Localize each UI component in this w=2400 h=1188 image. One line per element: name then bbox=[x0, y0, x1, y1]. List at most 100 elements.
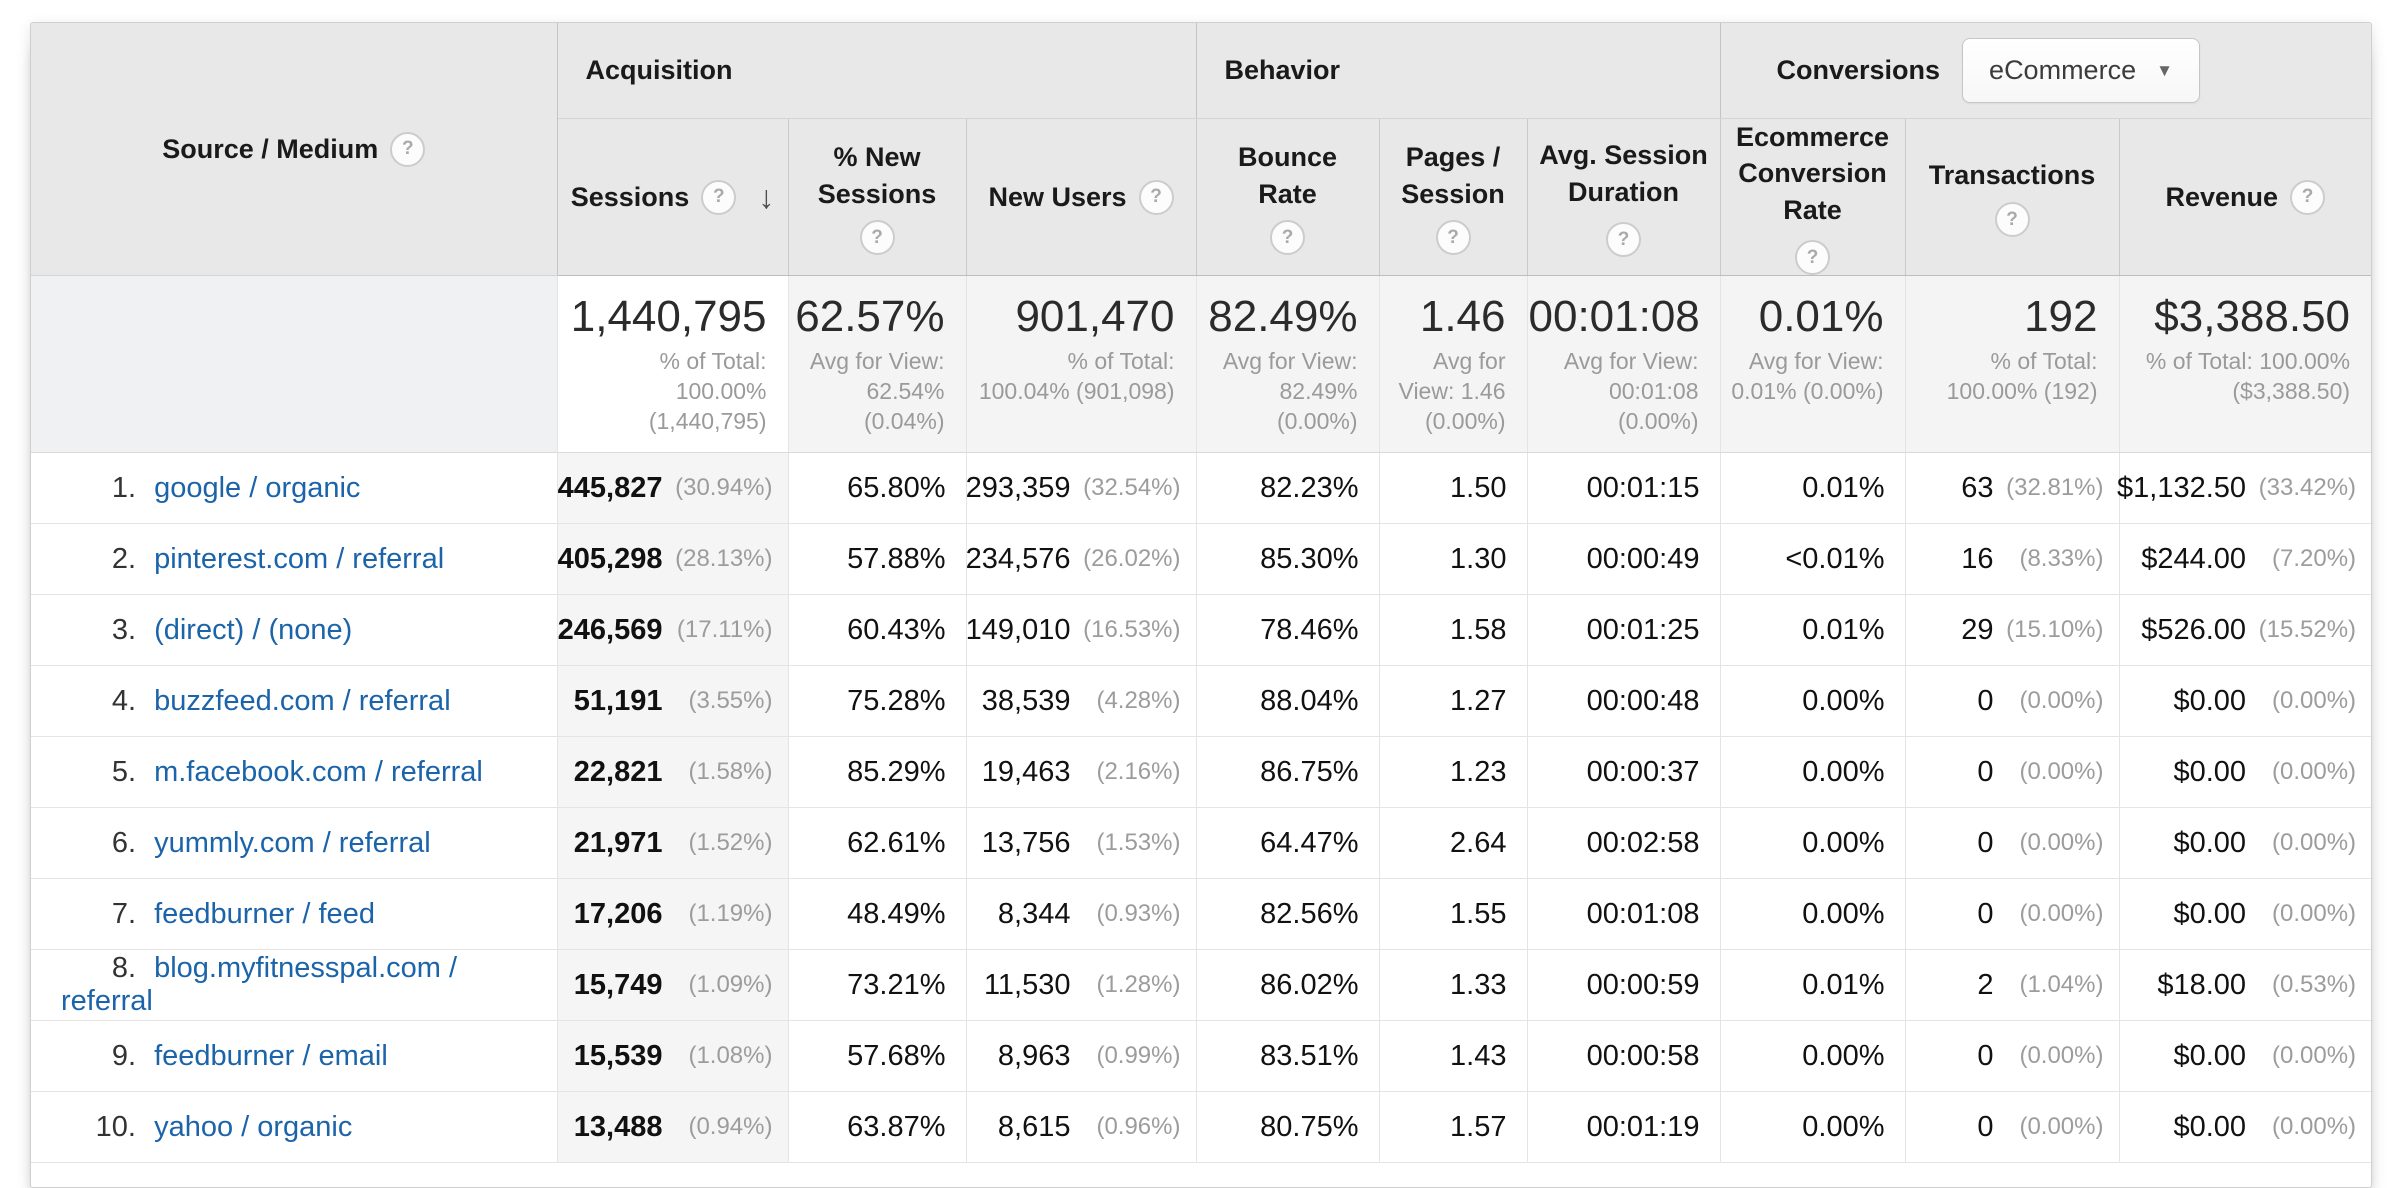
transactions-percent: (0.00%) bbox=[2019, 758, 2104, 786]
col-header-ecommerce-conversion-rate[interactable]: Ecommerce Conversion Rate ? bbox=[1719, 118, 1905, 277]
revenue-cell: $0.00 (0.00%) bbox=[2118, 736, 2371, 809]
sessions-percent: (1.09%) bbox=[688, 971, 773, 999]
totals-transactions-cell: 192 % of Total: 100.00% (192) bbox=[1904, 275, 2120, 454]
sessions-percent: (30.94%) bbox=[675, 474, 773, 502]
source-medium-cell: 2. pinterest.com / referral bbox=[31, 523, 558, 596]
source-medium-link[interactable]: m.facebook.com / referral bbox=[154, 755, 483, 788]
revenue-cell: $244.00 (7.20%) bbox=[2118, 523, 2371, 596]
ecommerce-selector-value: eCommerce bbox=[1989, 55, 2137, 85]
totals-new-users-cell: 901,470 % of Total: 100.04% (901,098) bbox=[965, 275, 1197, 454]
transactions-value: 16 bbox=[1961, 542, 1994, 575]
help-icon[interactable]: ? bbox=[1435, 220, 1471, 256]
revenue-cell: $0.00 (0.00%) bbox=[2118, 1091, 2371, 1164]
avg-session-duration-cell: 00:00:58 bbox=[1526, 1020, 1721, 1093]
source-medium-link[interactable]: google / organic bbox=[154, 471, 361, 504]
col-header-source-medium[interactable]: Source / Medium ? bbox=[31, 23, 558, 277]
avg-session-duration-cell: 00:01:25 bbox=[1526, 594, 1721, 667]
row-rank: 10. bbox=[95, 1110, 136, 1143]
new-users-cell: 8,615 (0.96%) bbox=[965, 1091, 1197, 1164]
percent-new-sessions-cell: 85.29% bbox=[787, 736, 967, 809]
source-medium-link[interactable]: yummly.com / referral bbox=[154, 826, 431, 859]
table-row: 1. google / organic 445,827 (30.94%) 65.… bbox=[31, 452, 2371, 525]
avg-session-duration-cell: 00:00:49 bbox=[1526, 523, 1721, 596]
revenue-cell: $0.00 (0.00%) bbox=[2118, 807, 2371, 880]
group-header-conversions: Conversions eCommerce ▼ bbox=[1719, 23, 2371, 119]
col-header-transactions[interactable]: Transactions ? bbox=[1904, 118, 2119, 277]
totals-row: 1,440,795 % of Total: 100.00% (1,440,795… bbox=[31, 275, 2371, 454]
pages-per-session-cell: 1.30 bbox=[1378, 523, 1528, 596]
new-users-cell: 8,344 (0.93%) bbox=[965, 878, 1197, 951]
avg-session-duration-cell: 00:01:15 bbox=[1526, 452, 1721, 525]
bounce-rate-cell: 86.75% bbox=[1195, 736, 1380, 809]
col-header-avg-session-duration[interactable]: Avg. Session Duration ? bbox=[1526, 118, 1720, 277]
help-icon[interactable]: ? bbox=[390, 131, 426, 167]
sessions-cell: 15,749 (1.09%) bbox=[556, 949, 789, 1022]
totals-ecommerce-conversion-rate-value: 0.01% bbox=[1758, 292, 1884, 342]
ecommerce-conversion-rate-cell: 0.00% bbox=[1719, 878, 1906, 951]
table-row: 5. m.facebook.com / referral 22,821 (1.5… bbox=[31, 736, 2371, 809]
source-medium-link[interactable]: (direct) / (none) bbox=[154, 613, 353, 646]
sessions-value: 445,827 bbox=[557, 471, 663, 504]
group-header-acquisition: Acquisition bbox=[556, 23, 1196, 119]
col-header-bounce-rate[interactable]: Bounce Rate ? bbox=[1195, 118, 1379, 277]
totals-transactions-subtext: % of Total: 100.00% (192) bbox=[1946, 347, 2098, 404]
row-rank: 8. bbox=[111, 952, 136, 985]
source-medium-link[interactable]: feedburner / feed bbox=[154, 897, 375, 930]
new-users-value: 11,530 bbox=[983, 968, 1071, 1001]
transactions-value: 0 bbox=[1977, 1110, 1994, 1143]
source-medium-link[interactable]: pinterest.com / referral bbox=[154, 542, 445, 575]
source-medium-link[interactable]: feedburner / email bbox=[154, 1039, 388, 1072]
bounce-rate-cell: 80.75% bbox=[1195, 1091, 1380, 1164]
col-header-percent-new-sessions[interactable]: % New Sessions ? bbox=[787, 118, 966, 277]
source-medium-link[interactable]: buzzfeed.com / referral bbox=[154, 684, 451, 717]
col-header-pages-per-session[interactable]: Pages / Session ? bbox=[1378, 118, 1527, 277]
sessions-percent: (3.55%) bbox=[688, 687, 773, 715]
help-icon[interactable]: ? bbox=[1994, 201, 2030, 237]
col-header-revenue[interactable]: Revenue ? bbox=[2118, 118, 2371, 277]
revenue-percent: (0.53%) bbox=[2271, 971, 2357, 999]
transactions-percent: (1.04%) bbox=[2019, 971, 2104, 999]
source-medium-cell: 4. buzzfeed.com / referral bbox=[31, 665, 558, 738]
sort-descending-icon[interactable]: ↓ bbox=[758, 178, 775, 215]
totals-sessions-cell: 1,440,795 % of Total: 100.00% (1,440,795… bbox=[556, 275, 789, 454]
new-users-percent: (16.53%) bbox=[1083, 616, 1181, 644]
help-icon[interactable]: ? bbox=[2290, 179, 2326, 215]
group-header-row: Source / Medium ? Acquisition Behavior C… bbox=[31, 23, 2371, 277]
help-icon[interactable]: ? bbox=[859, 220, 895, 256]
col-header-new-users[interactable]: New Users ? bbox=[965, 118, 1196, 277]
totals-transactions-value: 192 bbox=[2024, 292, 2098, 342]
totals-sessions-subtext: % of Total: 100.00% (1,440,795) bbox=[648, 347, 767, 434]
revenue-cell: $18.00 (0.53%) bbox=[2118, 949, 2371, 1022]
chevron-down-icon: ▼ bbox=[2156, 60, 2173, 80]
source-medium-link[interactable]: blog.myfitnesspal.com / referral bbox=[61, 952, 458, 1018]
transactions-value: 0 bbox=[1977, 897, 1994, 930]
source-medium-cell: 6. yummly.com / referral bbox=[31, 807, 558, 880]
ecommerce-selector-dropdown[interactable]: eCommerce ▼ bbox=[1962, 38, 2200, 103]
sessions-cell: 445,827 (30.94%) bbox=[556, 452, 789, 525]
col-header-sessions[interactable]: Sessions ? ↓ bbox=[556, 118, 788, 277]
new-users-value: 19,463 bbox=[981, 755, 1071, 788]
revenue-percent: (15.52%) bbox=[2258, 616, 2357, 644]
sessions-cell: 246,569 (17.11%) bbox=[556, 594, 789, 667]
help-icon[interactable]: ? bbox=[1138, 179, 1174, 215]
transactions-percent: (32.81%) bbox=[2006, 474, 2104, 502]
pages-per-session-cell: 1.57 bbox=[1378, 1091, 1528, 1164]
ecommerce-conversion-rate-cell: 0.00% bbox=[1719, 736, 1906, 809]
help-icon[interactable]: ? bbox=[1270, 220, 1305, 256]
percent-new-sessions-cell: 75.28% bbox=[787, 665, 967, 738]
transactions-percent: (15.10%) bbox=[2006, 616, 2104, 644]
help-icon[interactable]: ? bbox=[1606, 222, 1641, 258]
percent-new-sessions-cell: 73.21% bbox=[787, 949, 967, 1022]
ecommerce-conversion-rate-cell: 0.00% bbox=[1719, 1020, 1906, 1093]
help-icon[interactable]: ? bbox=[1795, 240, 1830, 276]
help-icon[interactable]: ? bbox=[701, 179, 737, 215]
source-medium-link[interactable]: yahoo / organic bbox=[154, 1110, 353, 1143]
totals-revenue-subtext: % of Total: 100.00% ($3,388.50) bbox=[2145, 347, 2351, 404]
transactions-value: 0 bbox=[1977, 755, 1994, 788]
pages-per-session-cell: 1.55 bbox=[1378, 878, 1528, 951]
revenue-percent: (0.00%) bbox=[2271, 1042, 2357, 1070]
revenue-value: $0.00 bbox=[2173, 1039, 2247, 1072]
source-medium-cell: 8. blog.myfitnesspal.com / referral bbox=[31, 949, 558, 1022]
percent-new-sessions-cell: 63.87% bbox=[787, 1091, 967, 1164]
transactions-label: Transactions bbox=[1928, 160, 2096, 191]
